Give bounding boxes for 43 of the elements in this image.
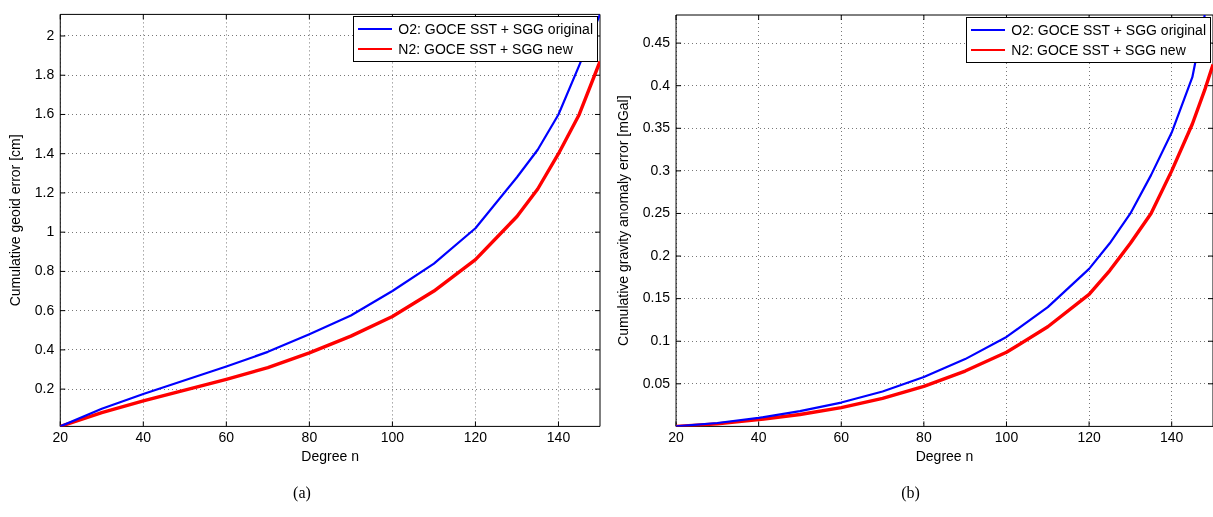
x-tick-label: 100 — [994, 428, 1019, 445]
y-tick-label: 2 — [46, 26, 55, 43]
x-tick-label: 60 — [218, 428, 235, 445]
y-tick-label: 1.8 — [34, 66, 55, 83]
y-tick-label: 0.35 — [642, 119, 671, 136]
y-tick-label: 1 — [46, 223, 55, 240]
legend-label: O2: GOCE SST + SGG original — [398, 21, 593, 38]
x-axis-title: Degree n — [915, 448, 974, 465]
x-tick-label: 100 — [380, 428, 405, 445]
legend-label: O2: GOCE SST + SGG original — [1011, 22, 1206, 38]
x-tick-label: 60 — [833, 428, 850, 445]
y-tick-label: 1.6 — [34, 105, 55, 122]
x-tick-label: 40 — [750, 428, 767, 445]
x-tick-label: 80 — [301, 428, 318, 445]
x-tick-label: 40 — [135, 428, 152, 445]
y-axis-title: Cumulative geoid error [cm] — [7, 134, 24, 307]
y-tick-label: 0.8 — [34, 262, 55, 279]
y-tick-label: 0.6 — [34, 301, 55, 318]
x-tick-label: 80 — [916, 428, 932, 445]
y-tick-label: 0.15 — [642, 289, 671, 306]
y-tick-label: 0.1 — [650, 332, 671, 349]
text: (a) — [292, 484, 312, 502]
y-tick-label: 0.45 — [642, 33, 671, 50]
y-tick-label: 1.4 — [34, 144, 55, 161]
y-axis-title: Cumulative gravity anomaly error [mGal] — [615, 95, 632, 346]
text: (b) — [900, 484, 921, 502]
x-tick-label: 140 — [1160, 428, 1184, 445]
y-tick-label: 0.4 — [650, 76, 671, 93]
x-tick-label: 120 — [1077, 428, 1101, 445]
y-tick-label: 0.3 — [650, 161, 671, 178]
x-axis-title: Degree n — [301, 448, 359, 465]
legend-label: N2: GOCE SST + SGG new — [398, 41, 573, 58]
y-tick-label: 1.2 — [34, 183, 55, 200]
y-tick-label: 0.2 — [650, 246, 671, 263]
y-tick-label: 0.4 — [34, 340, 55, 357]
legend-label: N2: GOCE SST + SGG new — [1011, 42, 1186, 58]
y-tick-label: 0.05 — [642, 374, 671, 391]
x-tick-label: 20 — [668, 428, 685, 445]
x-tick-label: 140 — [546, 428, 571, 445]
y-tick-label: 0.25 — [642, 204, 671, 221]
x-tick-label: 20 — [52, 428, 69, 445]
y-tick-label: 0.2 — [34, 379, 55, 396]
x-tick-label: 120 — [463, 428, 488, 445]
